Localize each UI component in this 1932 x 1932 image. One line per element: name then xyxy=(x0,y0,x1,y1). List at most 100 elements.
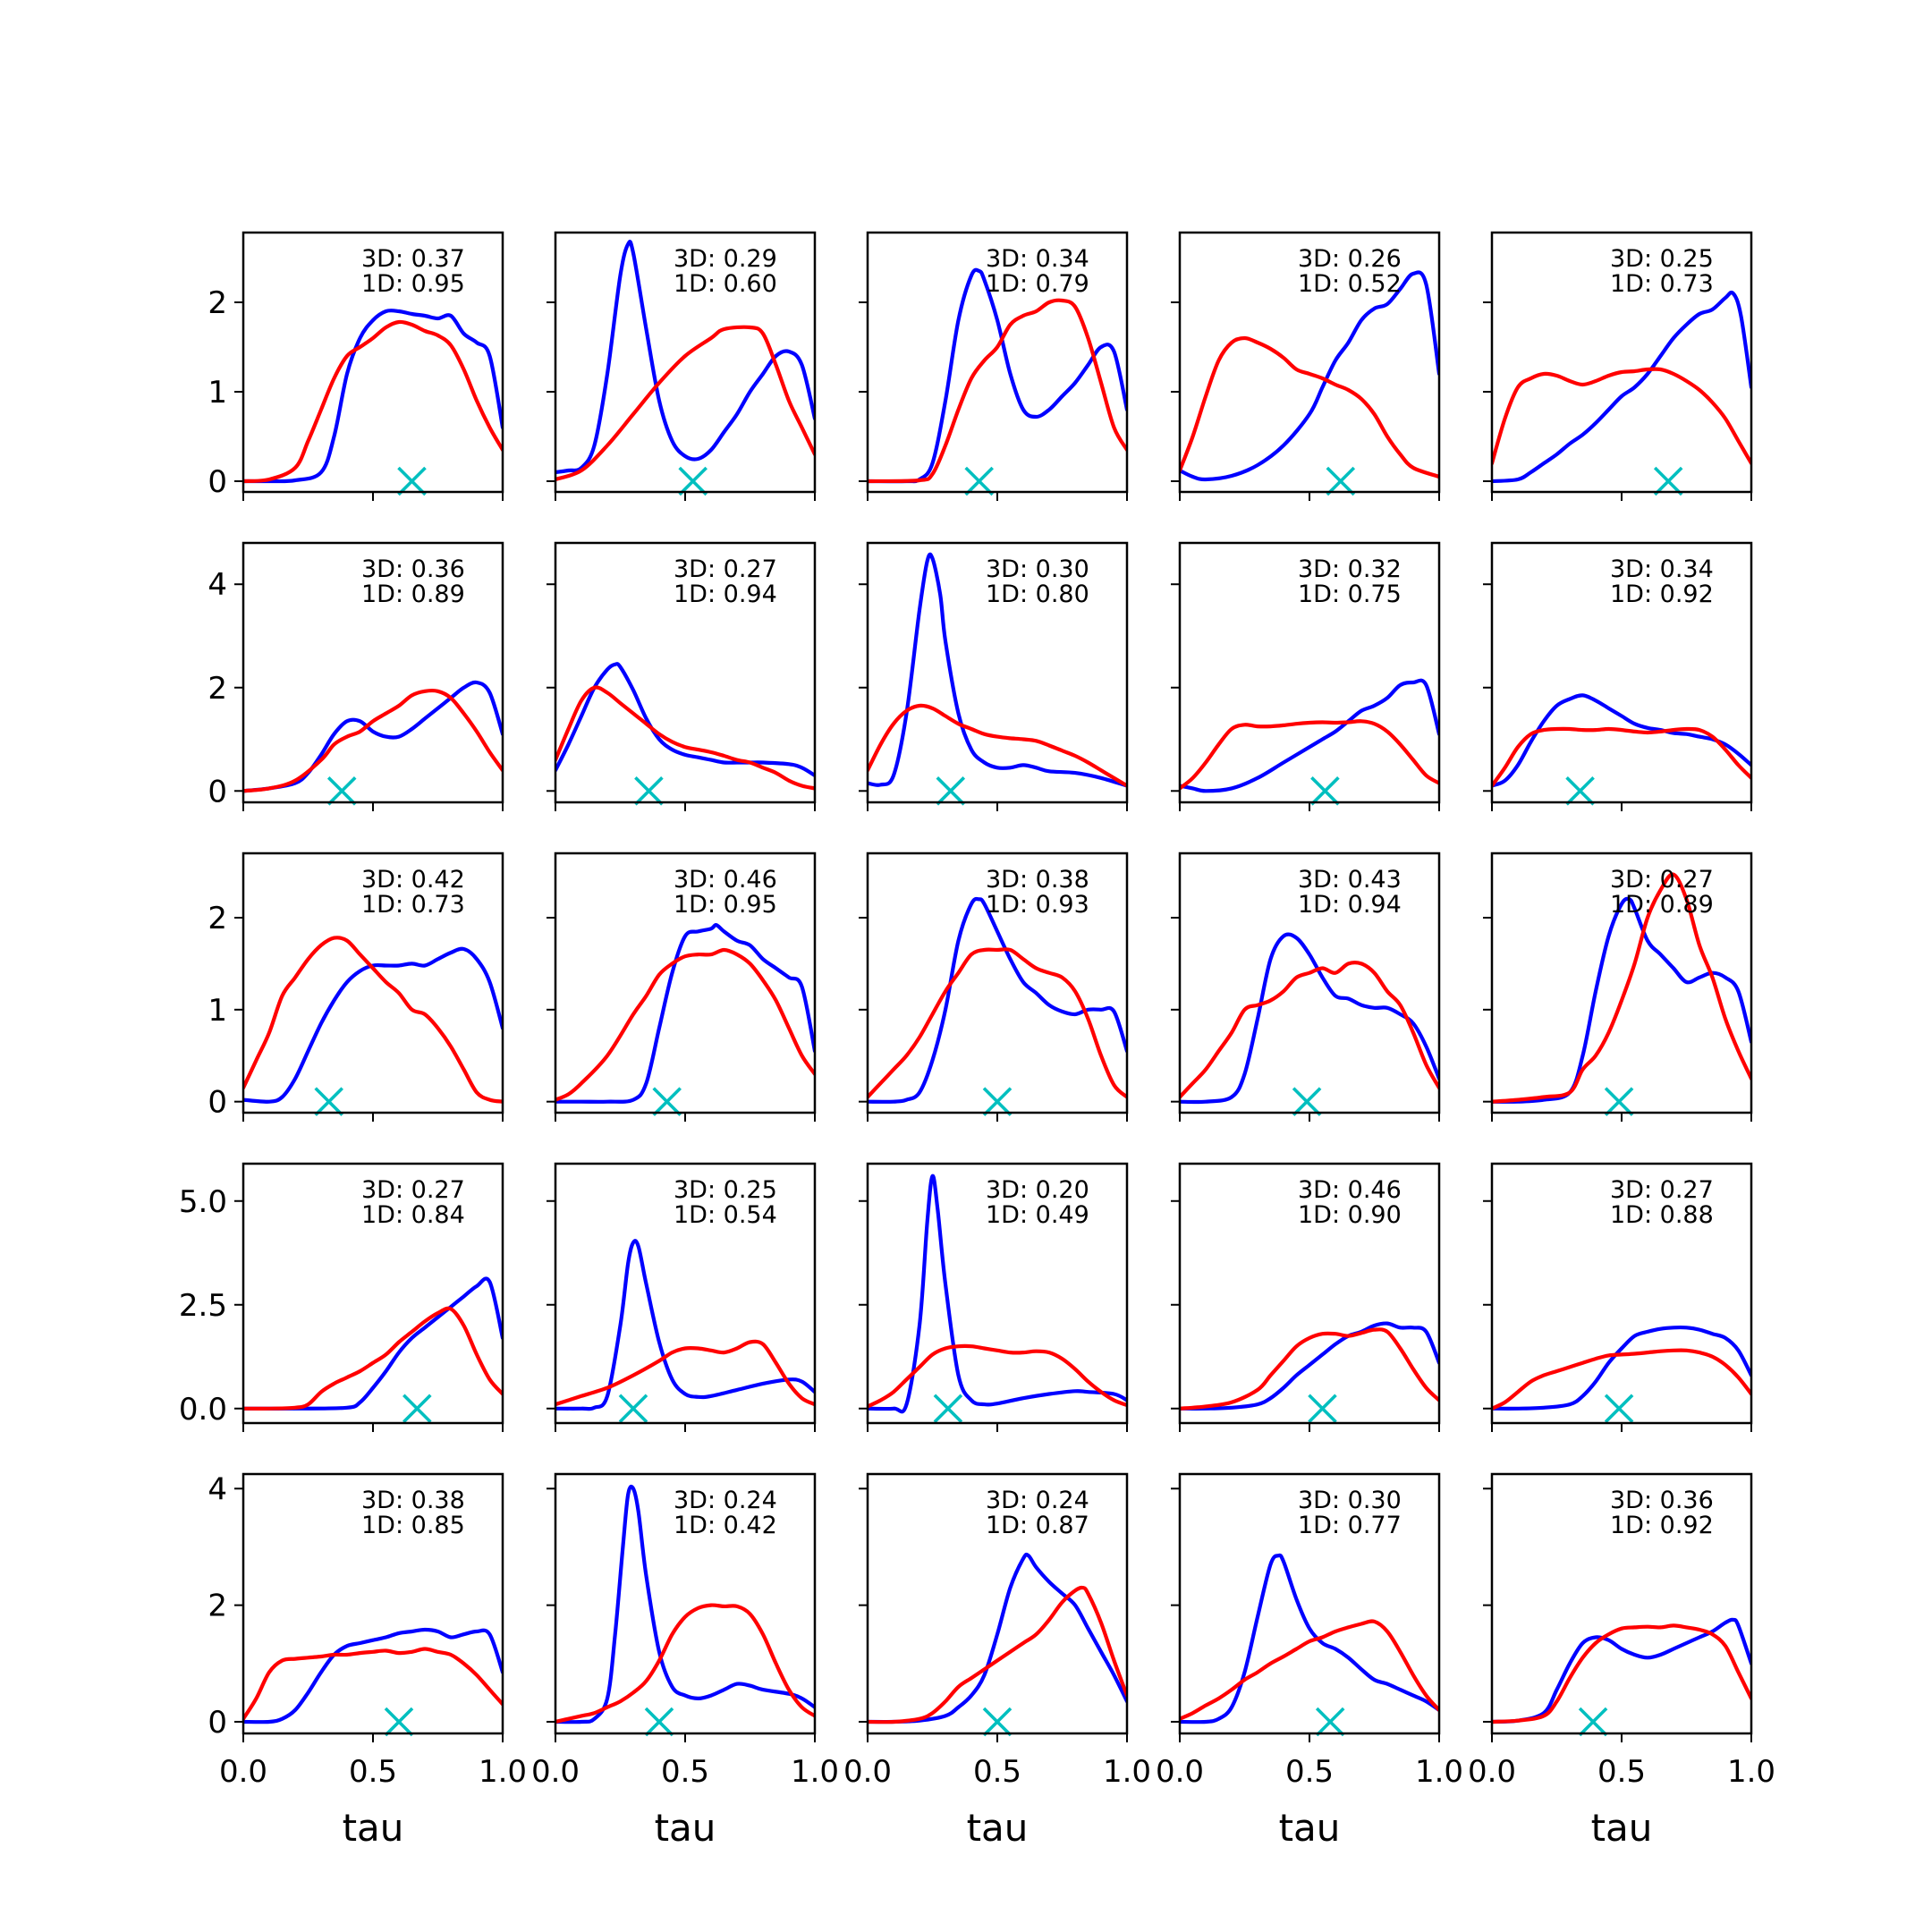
subplot-curves xyxy=(868,267,1127,484)
y-tick-label: 0.0 xyxy=(179,1392,227,1428)
cross-marker-stroke-b xyxy=(1308,1394,1337,1424)
blue-density-curve xyxy=(1492,693,1751,788)
blue-density-curve xyxy=(1180,678,1439,793)
cross-marker-stroke-b xyxy=(1315,1707,1345,1737)
annotation-1d: 1D: 0.49 xyxy=(986,1201,1089,1229)
cross-marker-stroke-b xyxy=(678,466,708,496)
cross-marker xyxy=(326,776,357,806)
cross-marker-stroke-b xyxy=(1565,776,1595,806)
x-axis-label: tau xyxy=(1591,1806,1653,1850)
x-tick-label: 1.0 xyxy=(791,1754,839,1790)
cross-marker-stroke-b xyxy=(634,776,664,806)
subplot-curves xyxy=(1492,1325,1751,1411)
red-density-curve xyxy=(868,703,1127,788)
annotation-1d: 1D: 0.75 xyxy=(1298,580,1402,608)
cross-marker xyxy=(618,1394,648,1424)
subplot-curves xyxy=(868,1552,1127,1724)
subplot-curves xyxy=(1492,872,1751,1104)
x-tick-label: 0.0 xyxy=(1468,1754,1516,1790)
cross-marker xyxy=(1292,1087,1322,1116)
cross-marker xyxy=(678,466,708,496)
annotation-3d: 3D: 0.25 xyxy=(1610,245,1714,273)
cross-marker-stroke-b xyxy=(402,1394,432,1424)
y-tick-label: 4 xyxy=(208,567,227,603)
annotation-3d: 3D: 0.46 xyxy=(674,866,777,894)
cross-marker-stroke-b xyxy=(618,1394,648,1424)
cross-marker xyxy=(634,776,664,806)
red-density-curve xyxy=(868,947,1127,1099)
x-tick-label: 0.5 xyxy=(1285,1754,1334,1790)
blue-density-curve xyxy=(1492,1325,1751,1411)
annotation-1d: 1D: 0.94 xyxy=(1298,891,1402,919)
subplot-curves xyxy=(555,923,815,1104)
annotation-1d: 1D: 0.89 xyxy=(361,580,465,608)
annotation-1d: 1D: 0.77 xyxy=(1298,1512,1402,1539)
annotation-3d: 3D: 0.42 xyxy=(361,866,465,894)
y-tick-label: 1 xyxy=(208,375,227,411)
subplot-curves xyxy=(1492,1617,1751,1724)
annotation-3d: 3D: 0.30 xyxy=(1298,1487,1402,1514)
annotation-1d: 1D: 0.79 xyxy=(986,270,1089,298)
cross-marker xyxy=(397,466,427,496)
red-density-curve xyxy=(1492,726,1751,788)
annotation-3d: 3D: 0.27 xyxy=(1610,1176,1714,1204)
red-density-curve xyxy=(243,1647,503,1721)
red-density-curve xyxy=(1492,1348,1751,1411)
annotation-3d: 3D: 0.25 xyxy=(674,1176,777,1204)
annotation-1d: 1D: 0.73 xyxy=(361,891,465,919)
blue-density-curve xyxy=(868,1552,1127,1724)
red-density-curve xyxy=(555,1339,815,1407)
y-tick-label: 0 xyxy=(208,464,227,500)
subplot-curves xyxy=(1180,1321,1439,1411)
y-tick-label: 2 xyxy=(208,671,227,707)
cross-marker xyxy=(1308,1394,1337,1424)
y-tick-label: 5.0 xyxy=(179,1184,227,1220)
annotation-3d: 3D: 0.46 xyxy=(1298,1176,1402,1204)
y-tick-label: 2 xyxy=(208,285,227,321)
cross-marker xyxy=(964,466,994,496)
blue-density-curve xyxy=(1492,290,1751,484)
red-density-curve xyxy=(1180,335,1439,479)
red-density-curve xyxy=(243,1306,503,1411)
blue-density-curve xyxy=(868,552,1127,788)
cross-marker-stroke-b xyxy=(644,1707,674,1737)
red-density-curve xyxy=(1492,1623,1751,1724)
cross-marker xyxy=(314,1087,343,1116)
annotation-3d: 3D: 0.43 xyxy=(1298,866,1402,894)
subplot-curves xyxy=(1492,693,1751,788)
annotation-1d: 1D: 0.52 xyxy=(1298,270,1402,298)
x-tick-label: 1.0 xyxy=(1727,1754,1775,1790)
annotation-3d: 3D: 0.30 xyxy=(986,555,1089,583)
subplot-curves xyxy=(868,1174,1127,1414)
x-tick-label: 0.0 xyxy=(843,1754,892,1790)
x-tick-label: 0.5 xyxy=(973,1754,1021,1790)
subplot-curves xyxy=(555,1239,815,1411)
subplot-curves xyxy=(243,309,503,484)
blue-density-curve xyxy=(868,1174,1127,1414)
red-density-curve xyxy=(868,298,1127,484)
annotation-1d: 1D: 0.93 xyxy=(986,891,1089,919)
cross-marker xyxy=(1310,776,1340,806)
annotation-1d: 1D: 0.54 xyxy=(674,1201,777,1229)
y-tick-label: 2.5 xyxy=(179,1288,227,1324)
cross-marker-stroke-b xyxy=(384,1707,414,1737)
annotation-3d: 3D: 0.26 xyxy=(1298,245,1402,273)
x-axis-label: tau xyxy=(343,1806,404,1850)
annotation-1d: 1D: 0.95 xyxy=(674,891,777,919)
cross-marker-stroke-b xyxy=(1310,776,1340,806)
x-tick-label: 0.5 xyxy=(661,1754,709,1790)
